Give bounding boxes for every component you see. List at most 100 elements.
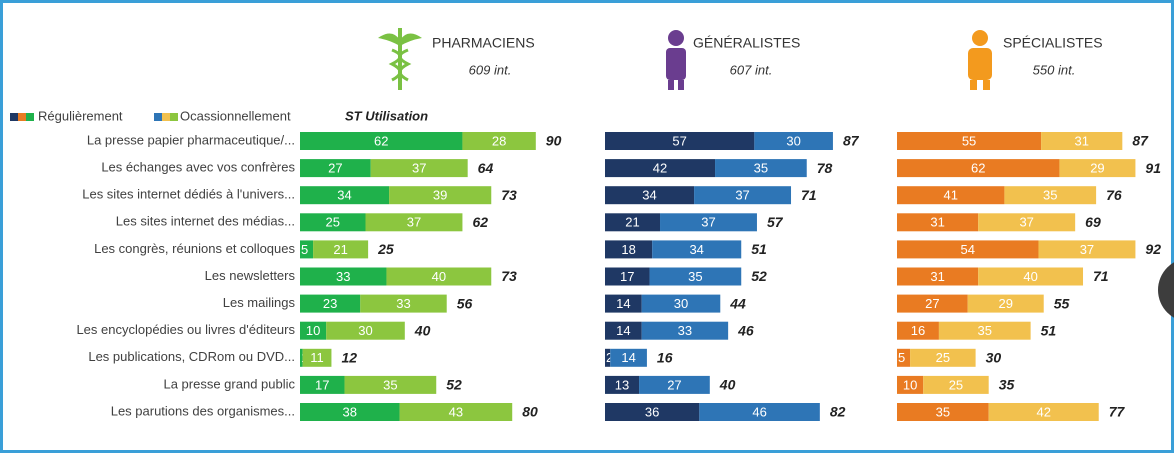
bar-segment (360, 294, 447, 313)
segment-label: 37 (412, 161, 426, 176)
legend-swatch (18, 113, 26, 121)
legend-label: Ocassionnellement (180, 108, 291, 123)
bar-segment (754, 132, 833, 150)
category-label: Les échanges avec vos confrères (101, 160, 295, 175)
segment-label: 35 (936, 404, 950, 419)
bar-segment (897, 294, 968, 313)
segment-label: 21 (333, 242, 347, 257)
category-label: La presse papier pharmaceutique/... (87, 132, 295, 147)
category-label: Les encyclopédies ou livres d'éditeurs (76, 322, 295, 337)
bar-segment (389, 186, 492, 205)
total-label: 73 (501, 187, 517, 203)
bar-segment (605, 240, 653, 259)
segment-label: 5 (898, 350, 905, 365)
bar-segment (897, 186, 1005, 205)
bar-segment (1004, 186, 1097, 205)
segment-label: 40 (1023, 269, 1037, 284)
segment-label: 28 (492, 133, 506, 148)
bar-segment (605, 294, 642, 313)
bar-segment (300, 240, 314, 259)
total-label: 40 (414, 322, 431, 338)
bar-segment (910, 348, 976, 367)
segment-label: 62 (374, 133, 388, 148)
segment-label: 31 (930, 215, 944, 230)
scroll-button[interactable] (1158, 258, 1174, 322)
segment-label: 33 (678, 323, 692, 338)
bar-segment (605, 159, 716, 178)
bar-segment (641, 321, 729, 340)
segment-label: 33 (336, 269, 350, 284)
total-label: 87 (1132, 133, 1149, 149)
bar-segment (897, 348, 911, 367)
chart-subtitle: 550 int. (1033, 62, 1076, 77)
segment-label: 37 (701, 215, 715, 230)
total-label: 92 (1145, 241, 1161, 257)
segment-label: 43 (449, 404, 463, 419)
segment-label: 13 (615, 377, 629, 392)
total-label: 51 (751, 241, 767, 257)
total-label: 46 (737, 322, 754, 338)
segment-label: 34 (642, 188, 656, 203)
category-label: Les sites internet des médias... (116, 214, 295, 229)
bar-segment (605, 132, 755, 150)
bar-segment (605, 267, 650, 286)
total-label: 82 (830, 404, 846, 420)
total-label: 35 (999, 377, 1015, 393)
segment-label: 35 (688, 269, 702, 284)
bar-segment (897, 267, 979, 286)
bar-segment (605, 375, 640, 394)
segment-label: 35 (1043, 188, 1057, 203)
segment-label: 35 (383, 377, 397, 392)
total-label: 77 (1109, 404, 1126, 420)
bar-segment (462, 132, 536, 150)
total-label: ST Utilisation (345, 108, 428, 123)
segment-label: 37 (735, 188, 749, 203)
bar-segment (1038, 240, 1136, 259)
legend-swatch (170, 113, 178, 121)
bar-segment (386, 267, 492, 286)
bar-segment (897, 403, 989, 421)
total-label: 56 (457, 295, 473, 311)
bar-segment (897, 240, 1039, 259)
bar-segment (300, 159, 371, 178)
bar-segment (1041, 132, 1123, 150)
total-label: 76 (1106, 187, 1122, 203)
specialist-icon (968, 30, 992, 90)
bar-segment (639, 375, 710, 394)
total-label: 57 (767, 214, 784, 230)
segment-label: 54 (961, 242, 975, 257)
generalist-icon (666, 30, 686, 90)
bar-segment (300, 294, 361, 313)
segment-label: 36 (645, 404, 659, 419)
bar-segment (660, 213, 757, 232)
bar-segment (399, 403, 513, 421)
total-label: 55 (1054, 295, 1070, 311)
segment-label: 37 (407, 215, 421, 230)
bar-segment (300, 213, 366, 232)
segment-label: 31 (930, 269, 944, 284)
total-label: 30 (986, 350, 1002, 366)
segment-label: 37 (1019, 215, 1033, 230)
segment-label: 25 (326, 215, 340, 230)
bar-segment (978, 267, 1084, 286)
pharmacist-icon (378, 28, 422, 90)
segment-label: 25 (949, 377, 963, 392)
segment-label: 17 (315, 377, 329, 392)
bar-segment (370, 159, 468, 178)
bar-segment (300, 186, 390, 205)
bar-segment (967, 294, 1044, 313)
segment-label: 39 (433, 188, 447, 203)
segment-label: 30 (358, 323, 372, 338)
bar-segment (300, 348, 303, 367)
bar-segment (715, 159, 807, 178)
segment-label: 25 (936, 350, 950, 365)
legend-swatch (26, 113, 34, 121)
segment-label: 35 (978, 323, 992, 338)
bar-segment (938, 321, 1031, 340)
total-label: 69 (1085, 214, 1101, 230)
bar-segment (302, 348, 332, 367)
segment-label: 33 (396, 296, 410, 311)
segment-label: 40 (432, 269, 446, 284)
bar-segment (978, 213, 1076, 232)
